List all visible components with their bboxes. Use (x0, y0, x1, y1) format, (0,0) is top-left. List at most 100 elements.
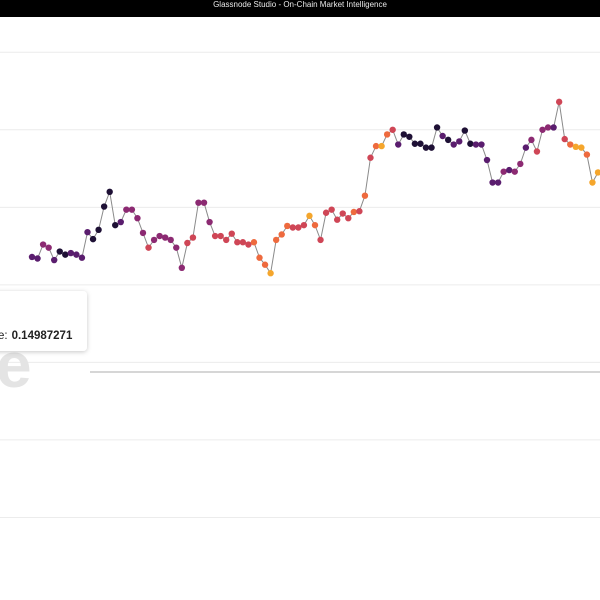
data-point (328, 206, 335, 213)
data-point (211, 232, 219, 240)
data-point (578, 144, 585, 151)
data-point (195, 199, 202, 206)
tooltip: e: 0.14987271 (0, 291, 87, 351)
data-point (467, 140, 474, 147)
data-point (123, 206, 130, 213)
data-point (478, 141, 485, 148)
data-point (306, 212, 313, 220)
data-point (78, 254, 86, 261)
data-point (550, 124, 557, 131)
data-point (506, 166, 513, 174)
plot (28, 98, 600, 277)
data-point (256, 254, 263, 261)
data-point (39, 241, 47, 248)
data-point (100, 203, 108, 210)
data-point (317, 236, 324, 244)
data-point (456, 138, 463, 145)
data-point (284, 222, 291, 230)
data-point (417, 140, 424, 147)
data-point (594, 169, 600, 176)
data-point (45, 244, 52, 251)
data-point (345, 214, 352, 222)
data-point (406, 133, 413, 140)
data-point (528, 136, 535, 144)
tooltip-box (0, 291, 87, 351)
data-point (383, 131, 391, 138)
data-point (62, 251, 69, 258)
tooltip-value: 0.14987271 (12, 330, 73, 342)
window-title: Glassnode Studio - On-Chain Market Intel… (213, 0, 387, 9)
data-point (112, 221, 119, 229)
data-point (139, 229, 147, 237)
data-point (73, 251, 80, 258)
data-point (261, 261, 269, 268)
data-point (522, 144, 530, 151)
data-point (555, 98, 563, 106)
data-point (206, 218, 213, 226)
data-point (583, 151, 591, 158)
data-point (544, 124, 552, 131)
data-point (489, 179, 496, 186)
data-point (511, 168, 518, 175)
data-point (572, 143, 580, 151)
data-point (217, 232, 224, 240)
data-point (356, 208, 363, 215)
data-point (372, 142, 380, 150)
grid (0, 51, 600, 518)
data-point (173, 244, 180, 251)
data-point (461, 127, 469, 134)
data-point (589, 179, 596, 186)
data-point (28, 253, 36, 261)
data-point (400, 131, 407, 138)
data-point (156, 232, 163, 240)
data-point (444, 136, 452, 144)
data-point (361, 192, 369, 199)
data-point (500, 168, 507, 175)
data-point (333, 216, 341, 223)
data-point (561, 135, 568, 143)
data-point (422, 144, 430, 151)
data-point (189, 234, 197, 241)
data-point (150, 236, 158, 244)
data-point (483, 156, 491, 164)
data-point (250, 239, 258, 246)
data-point (278, 231, 285, 238)
data-point (350, 208, 358, 216)
title-bar (0, 0, 600, 17)
data-point (234, 239, 241, 246)
data-point (95, 226, 102, 234)
data-point (84, 228, 91, 236)
data-point (439, 132, 446, 140)
data-point (433, 124, 441, 131)
data-point (517, 160, 524, 168)
data-point (450, 141, 457, 148)
data-point (228, 230, 235, 237)
data-point (167, 236, 174, 244)
data-point (223, 236, 230, 244)
tooltip-text: e: 0.14987271 (0, 330, 73, 342)
data-point (567, 141, 574, 148)
data-point (128, 206, 136, 213)
data-point (289, 224, 297, 231)
data-point (472, 141, 480, 148)
data-point (494, 179, 502, 186)
data-point (378, 142, 385, 150)
data-point (539, 126, 546, 133)
data-point (272, 236, 280, 244)
data-point (339, 210, 346, 217)
data-point (178, 264, 186, 272)
data-point (161, 234, 169, 241)
data-point (322, 209, 330, 216)
data-point (117, 218, 124, 226)
data-point (428, 144, 435, 151)
data-point (145, 244, 152, 251)
data-point (245, 241, 252, 248)
data-point (239, 239, 247, 246)
data-point (67, 249, 75, 257)
data-point (389, 126, 396, 133)
data-point (395, 141, 402, 148)
data-point (533, 148, 541, 155)
data-point (295, 224, 302, 231)
